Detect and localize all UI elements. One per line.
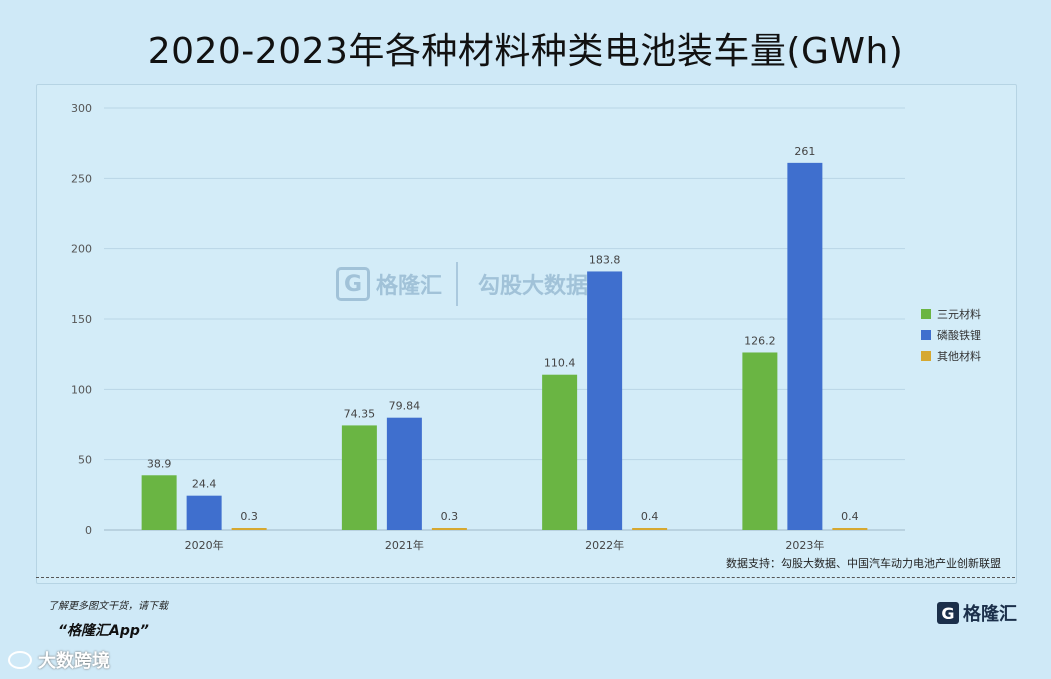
watermark-brand: 格隆汇 xyxy=(376,274,443,299)
bar xyxy=(587,271,623,530)
weibo-account-name: 大数跨境 xyxy=(38,651,110,672)
y-tick-label: 300 xyxy=(71,102,92,115)
weibo-icon xyxy=(8,651,32,669)
promo-app-name[interactable]: “格隆汇App” xyxy=(58,623,149,639)
bar xyxy=(787,162,823,531)
watermark-partner: 勾股大数据 xyxy=(478,274,589,299)
brand-name: 格隆汇 xyxy=(963,604,1017,625)
bar xyxy=(431,528,467,530)
y-tick-label: 150 xyxy=(71,313,92,326)
y-tick-label: 200 xyxy=(71,243,92,256)
bar xyxy=(832,528,868,530)
data-label: 183.8 xyxy=(589,253,621,266)
bar xyxy=(386,417,422,530)
data-label: 38.9 xyxy=(147,457,172,470)
data-label: 74.35 xyxy=(344,407,376,420)
data-label: 0.4 xyxy=(641,510,659,523)
y-tick-label: 0 xyxy=(85,524,92,537)
bar xyxy=(742,352,778,530)
data-label: 110.4 xyxy=(544,357,576,370)
legend-label: 磷酸铁锂 xyxy=(937,328,981,342)
bar xyxy=(341,425,377,530)
bar xyxy=(542,374,578,530)
legend-swatch xyxy=(921,308,931,319)
bar xyxy=(186,495,222,530)
data-label: 261 xyxy=(794,145,815,158)
x-tick-label: 2020年 xyxy=(185,538,224,552)
bar xyxy=(231,528,267,530)
chart-title: 2020-2023年各种材料种类电池装车量(GWh) xyxy=(147,31,904,72)
y-tick-label: 100 xyxy=(71,383,92,396)
data-source: 数据支持：勾股大数据、中国汽车动力电池产业创新联盟 xyxy=(726,557,1001,570)
legend-label: 三元材料 xyxy=(937,307,981,321)
data-label: 0.4 xyxy=(841,510,859,523)
data-label: 24.4 xyxy=(192,478,217,491)
corner-brand: G 格隆汇 xyxy=(937,600,1017,626)
dashed-divider xyxy=(36,577,1015,578)
watermark-separator xyxy=(456,262,459,306)
data-label: 0.3 xyxy=(240,510,258,523)
x-tick-label: 2022年 xyxy=(585,538,624,552)
chart-legend: 三元材料磷酸铁锂其他材料 xyxy=(921,305,981,368)
legend-item: 三元材料 xyxy=(921,305,981,322)
legend-item: 磷酸铁锂 xyxy=(921,326,981,343)
data-label: 126.2 xyxy=(744,334,776,347)
data-label: 79.84 xyxy=(389,400,421,413)
x-tick-label: 2021年 xyxy=(385,538,424,552)
legend-swatch xyxy=(921,329,931,340)
bar xyxy=(141,475,177,530)
x-tick-label: 2023年 xyxy=(785,538,824,552)
weibo-watermark: 大数跨境 xyxy=(8,647,110,673)
brand-logo-icon: G xyxy=(937,602,959,624)
promo-text: 了解更多图文干货，请下载 xyxy=(48,601,168,612)
legend-item: 其他材料 xyxy=(921,347,981,364)
legend-label: 其他材料 xyxy=(937,349,981,363)
y-tick-label: 250 xyxy=(71,172,92,185)
y-tick-label: 50 xyxy=(78,454,92,467)
data-label: 0.3 xyxy=(441,510,459,523)
legend-swatch xyxy=(921,350,931,361)
watermark: G 格隆汇 勾股大数据 xyxy=(336,262,588,306)
bar xyxy=(632,528,668,530)
watermark-logo-icon: G xyxy=(336,267,370,301)
